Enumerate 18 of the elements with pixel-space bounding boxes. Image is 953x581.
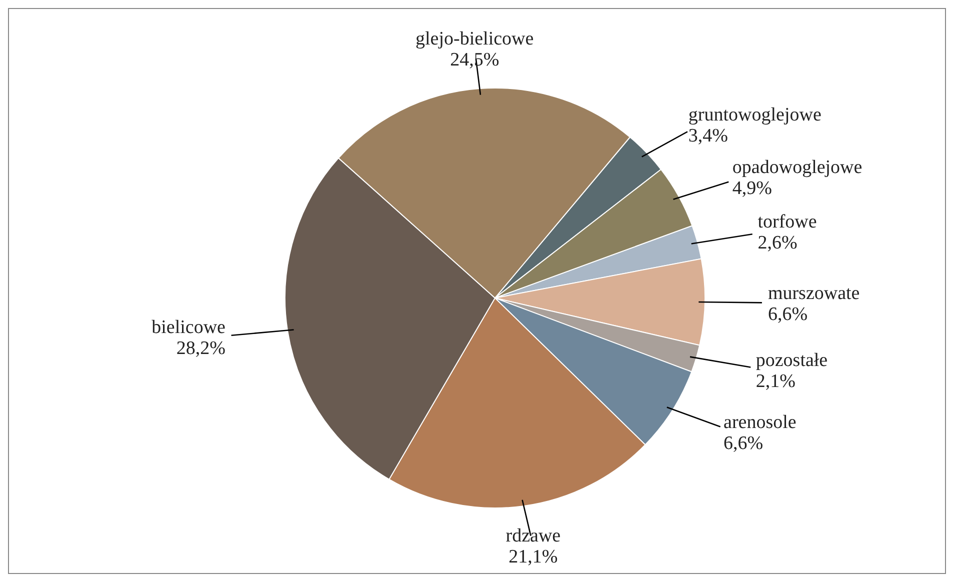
data-label: 6,6% — [768, 304, 808, 325]
data-label: 2,1% — [756, 371, 796, 392]
slice-label: murszowate — [768, 282, 860, 304]
data-label: 3,4% — [688, 126, 728, 147]
data-label: 21,1% — [508, 546, 558, 568]
data-label: 6,6% — [724, 433, 764, 454]
slice-label: pozostałe — [756, 350, 828, 372]
slice-label: gruntowoglejowe — [688, 104, 822, 126]
data-label: 28,2% — [176, 338, 226, 359]
data-label: 4,9% — [732, 178, 772, 200]
slice-label: bielicowe — [152, 316, 226, 338]
data-label: 24,5% — [450, 50, 500, 71]
slice-label: glejo-bielicowe — [416, 28, 534, 50]
slice-label: opadowoglejowe — [732, 157, 862, 178]
slice-label: rdzawe — [506, 526, 561, 547]
slice-label: arenosole — [724, 412, 796, 434]
slice-label: torfowe — [758, 211, 817, 232]
data-label: 2,6% — [758, 232, 798, 254]
